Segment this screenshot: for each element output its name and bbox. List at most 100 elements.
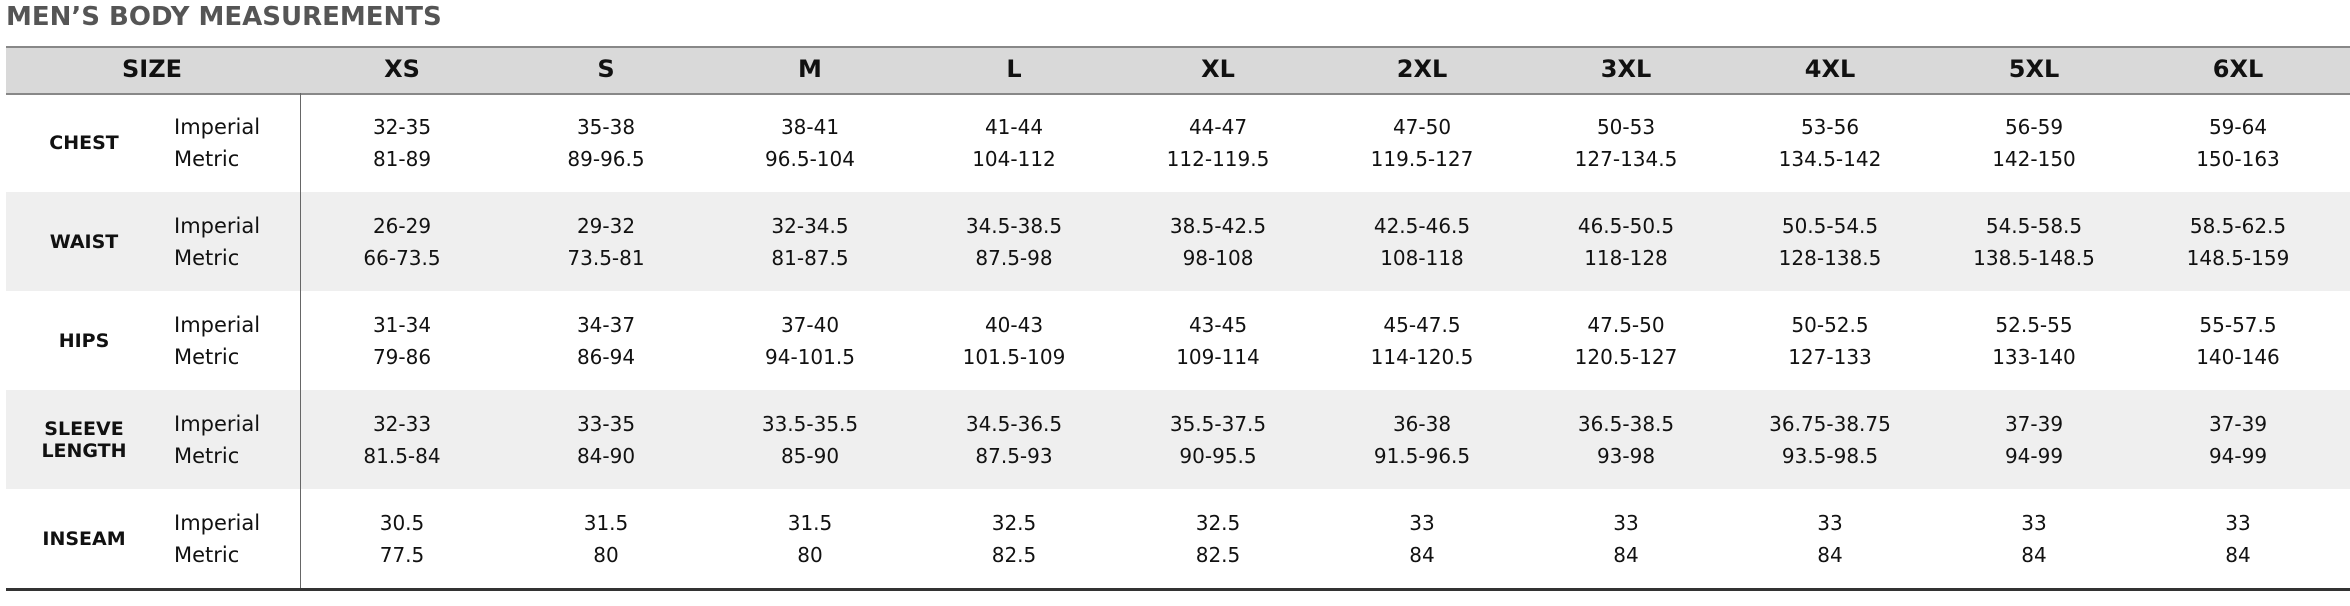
imperial-value: 46.5-50.5 — [1577, 213, 1675, 238]
imperial-value: 55-57.5 — [2199, 312, 2277, 337]
metric-value: 82.5 — [991, 542, 1037, 567]
metric-value: 73.5-81 — [567, 245, 645, 270]
metric-value: 86-94 — [576, 344, 636, 369]
header-band — [6, 46, 2350, 95]
imperial-value: 36.75-38.75 — [1769, 411, 1891, 436]
imperial-value: 50-52.5 — [1791, 312, 1869, 337]
metric-value: 119.5-127 — [1370, 146, 1474, 171]
unit-label: Imperial — [174, 213, 261, 238]
metric-value: 89-96.5 — [567, 146, 645, 171]
metric-value: 104-112 — [972, 146, 1056, 171]
metric-value: 84 — [1613, 542, 1639, 567]
metric-value: 93-98 — [1596, 443, 1656, 468]
imperial-value: 50-53 — [1596, 114, 1656, 139]
metric-value: 80 — [593, 542, 619, 567]
size-header: 5XL — [2008, 55, 2060, 83]
imperial-value: 30.5 — [379, 510, 425, 535]
size-header: XL — [1201, 55, 1235, 83]
imperial-value: 59-64 — [2208, 114, 2268, 139]
size-header: 3XL — [1600, 55, 1652, 83]
imperial-value: 35-38 — [576, 114, 636, 139]
metric-value: 93.5-98.5 — [1781, 443, 1879, 468]
metric-value: 140-146 — [2196, 344, 2280, 369]
unit-label: Metric — [174, 245, 240, 270]
imperial-value: 33 — [1613, 510, 1639, 535]
imperial-value: 37-39 — [2208, 411, 2268, 436]
imperial-value: 33.5-35.5 — [761, 411, 859, 436]
size-header: L — [1006, 55, 1022, 83]
unit-label: Metric — [174, 344, 240, 369]
bottom-rule — [6, 588, 2350, 591]
imperial-value: 32-35 — [372, 114, 432, 139]
imperial-value: 38-41 — [780, 114, 840, 139]
metric-value: 66-73.5 — [363, 245, 441, 270]
size-header: 4XL — [1804, 55, 1856, 83]
imperial-value: 34.5-38.5 — [965, 213, 1063, 238]
imperial-value: 41-44 — [984, 114, 1044, 139]
size-header: S — [597, 55, 615, 83]
metric-value: 108-118 — [1380, 245, 1464, 270]
imperial-value: 33 — [1409, 510, 1435, 535]
metric-value: 81-89 — [372, 146, 432, 171]
row-label: INSEAM — [42, 527, 126, 550]
unit-label: Imperial — [174, 510, 261, 535]
unit-label: Metric — [174, 542, 240, 567]
unit-label: Metric — [174, 443, 240, 468]
imperial-value: 37-40 — [780, 312, 840, 337]
imperial-value: 33-35 — [576, 411, 636, 436]
imperial-value: 32-33 — [372, 411, 432, 436]
imperial-value: 32.5 — [991, 510, 1037, 535]
metric-value: 80 — [797, 542, 823, 567]
imperial-value: 47.5-50 — [1587, 312, 1665, 337]
unit-label: Metric — [174, 146, 240, 171]
size-header: 6XL — [2212, 55, 2264, 83]
metric-value: 109-114 — [1176, 344, 1260, 369]
imperial-value: 32-34.5 — [771, 213, 849, 238]
imperial-value: 31.5 — [787, 510, 833, 535]
row-band — [6, 390, 2350, 489]
metric-value: 87.5-93 — [975, 443, 1053, 468]
imperial-value: 50.5-54.5 — [1781, 213, 1879, 238]
metric-value: 120.5-127 — [1574, 344, 1678, 369]
imperial-value: 33 — [2225, 510, 2251, 535]
metric-value: 82.5 — [1195, 542, 1241, 567]
metric-value: 94-99 — [2004, 443, 2064, 468]
metric-value: 134.5-142 — [1778, 146, 1882, 171]
row-label: SLEEVE LENGTH — [41, 417, 127, 462]
row-label: WAIST — [49, 230, 119, 253]
imperial-value: 45-47.5 — [1383, 312, 1461, 337]
metric-value: 77.5 — [379, 542, 425, 567]
metric-value: 79-86 — [372, 344, 432, 369]
size-header: XS — [384, 55, 420, 83]
metric-value: 84 — [2021, 542, 2047, 567]
imperial-value: 33 — [2021, 510, 2047, 535]
metric-value: 114-120.5 — [1370, 344, 1474, 369]
metric-value: 118-128 — [1584, 245, 1668, 270]
imperial-value: 33 — [1817, 510, 1843, 535]
metric-value: 91.5-96.5 — [1373, 443, 1471, 468]
metric-value: 84-90 — [576, 443, 636, 468]
metric-value: 127-133 — [1788, 344, 1872, 369]
imperial-value: 34-37 — [576, 312, 636, 337]
imperial-value: 52.5-55 — [1995, 312, 2073, 337]
metric-value: 128-138.5 — [1778, 245, 1882, 270]
metric-value: 90-95.5 — [1179, 443, 1257, 468]
imperial-value: 47-50 — [1392, 114, 1452, 139]
imperial-value: 54.5-58.5 — [1985, 213, 2083, 238]
metric-value: 98-108 — [1182, 245, 1254, 270]
unit-label: Imperial — [174, 312, 261, 337]
imperial-value: 42.5-46.5 — [1373, 213, 1471, 238]
metric-value: 142-150 — [1992, 146, 2076, 171]
metric-value: 96.5-104 — [765, 146, 855, 171]
imperial-value: 31.5 — [583, 510, 629, 535]
page-title: MEN’S BODY MEASUREMENTS — [6, 2, 442, 32]
imperial-value: 31-34 — [372, 312, 432, 337]
metric-value: 94-99 — [2208, 443, 2268, 468]
imperial-value: 44-47 — [1188, 114, 1248, 139]
imperial-value: 58.5-62.5 — [2189, 213, 2287, 238]
imperial-value: 38.5-42.5 — [1169, 213, 1267, 238]
metric-value: 138.5-148.5 — [1973, 245, 2095, 270]
metric-value: 87.5-98 — [975, 245, 1053, 270]
metric-value: 94-101.5 — [765, 344, 855, 369]
